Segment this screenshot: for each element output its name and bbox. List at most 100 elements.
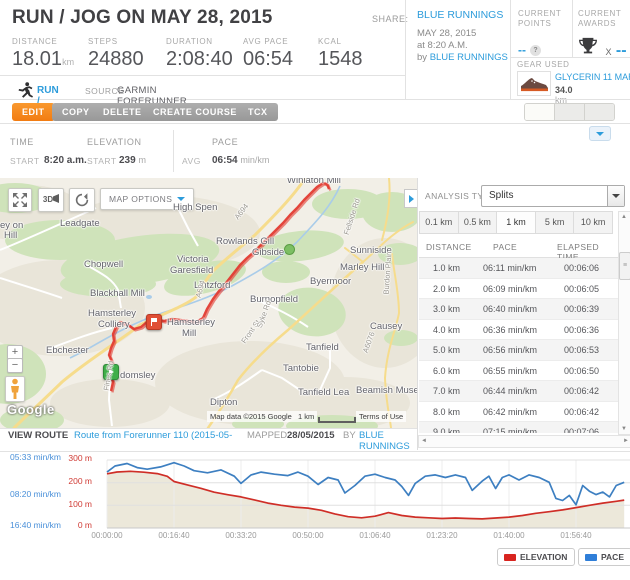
x-tick-label: 00:50:00 [292,531,324,540]
route-name-link[interactable]: Route from Forerunner 110 (2015-05- [74,430,233,441]
analysis-type-select[interactable]: Splits [481,185,625,207]
map-fullscreen-button[interactable] [8,188,32,212]
column-header: DISTANCE [426,242,472,252]
splits-table-body: 1.0 km 06:11 min/km 00:06:06 2.0 km 06:09 mi… [419,258,618,433]
pace-legend-button[interactable]: PACE [578,548,630,566]
map-label: domsley [120,370,156,381]
view-toggle-group [524,103,615,121]
delete-button[interactable]: DELETE [93,103,152,121]
elevation-header: ELEVATION [87,137,142,147]
x-tick-label: 00:33:20 [225,531,257,540]
route-line [107,181,332,393]
mapped-label: MAPPED [247,430,288,441]
elevation-start-label: START [87,156,117,166]
user-name-link[interactable]: BLUE RUNNINGS [417,9,504,21]
map-label: Hill [4,230,18,241]
stat-duration: DURATION 2:08:40 [166,37,233,71]
stat-label: DISTANCE [12,37,58,46]
edit-button[interactable]: EDIT [12,103,55,121]
view-toggle-1[interactable] [525,104,554,120]
scroll-down-icon[interactable]: ▼ [621,426,627,432]
create-course-button[interactable]: CREATE COURSE [143,103,247,121]
table-cell: 06:40 min/km [483,304,538,314]
map-label: Hamsterley [167,317,216,328]
table-cell: 06:36 min/km [483,324,538,335]
map-3d-button[interactable]: 3D [38,188,64,212]
fullscreen-icon [13,193,27,207]
view-toggle-2[interactable] [554,104,584,120]
mapped-by-label: BY [343,430,356,441]
x-tick-label: 00:16:40 [158,531,190,540]
stat-label: STEPS [88,37,118,46]
split-marker-icon[interactable] [146,314,162,330]
scroll-left-icon[interactable]: ◄ [421,438,427,444]
author-link[interactable]: BLUE RUNNINGS [429,52,508,63]
gear-name-link[interactable]: GLYCERIN 11 MAR... [555,72,630,82]
tcx-button[interactable]: TCX [238,103,278,121]
elevation-legend-button[interactable]: ELEVATION [497,548,576,566]
3d-icon: 3D [42,195,54,204]
map-options-button[interactable]: MAP OPTIONS [100,188,195,210]
runner-icon [18,82,33,103]
activity-date: MAY 28, 2015 [417,28,477,39]
splits-tab-5km[interactable]: 5 km [535,212,575,233]
map-label: ey on [0,220,24,231]
elevation-swatch-icon [504,553,516,561]
table-cell: 6.0 km [433,365,461,376]
points-label: POINTS [518,19,552,28]
horizontal-scrollbar[interactable]: ◄ ► [418,435,630,448]
awards-value: X -- [578,37,627,60]
pace-elevation-chart[interactable]: 05:33 min/km 08:20 min/km 16:40 min/km 300 … [0,452,630,548]
awards-label: AWARDS [578,19,617,28]
map-label: Leadgate [60,218,100,229]
splits-tab-10km[interactable]: 10 km [574,212,613,233]
elevation-axis-label: 100 m [68,499,92,509]
view-route-row: VIEW ROUTE Route from Forerunner 110 (20… [0,430,410,452]
map-refresh-button[interactable] [69,188,95,212]
map-canvas[interactable]: 3D MAP OPTIONS + − Google Map data ©2015… [0,178,417,428]
gear-distance: 34.0 km [555,85,573,105]
splits-tab-1km[interactable]: 1 km [497,212,536,233]
summary-collapse-button[interactable] [589,126,611,141]
table-cell: 06:09 min/km [483,283,538,294]
map-label: Gibside [252,247,285,258]
selected-analysis-type: Splits [489,190,514,201]
map-label: High Spen [173,202,218,213]
gear-used: GEAR USED GLYCERIN 11 MAR... 34.0 km [517,60,630,105]
terms-of-use-link[interactable]: Terms of Use [356,411,407,422]
stat-value: 24880 [88,48,144,70]
copy-button[interactable]: COPY [52,103,100,121]
table-cell: 7.0 km [433,386,461,396]
map-label: Marley Hill [340,262,385,273]
scroll-right-icon[interactable]: ► [623,438,629,444]
splits-tab-0.5km[interactable]: 0.5 km [458,212,498,233]
map-label: Mill [182,328,197,339]
view-toggle-3[interactable] [584,104,614,120]
mapped-by-link[interactable]: BLUE RUNNINGS [359,430,410,452]
pace-axis-label: 16:40 min/km [9,520,61,530]
zoom-out-button[interactable]: − [7,358,23,373]
panel-collapse-button[interactable] [404,189,419,208]
map-label: Sunniside [350,245,392,256]
scrollbar-thumb[interactable]: ≡ [619,252,630,280]
stat-steps: STEPS 24880 [88,37,144,71]
vertical-scrollbar[interactable]: ▲ ≡ ▼ [618,211,630,435]
elevation-start-value: 239 m [119,155,146,166]
select-arrow-icon [607,186,624,206]
help-icon[interactable]: ? [530,45,541,56]
pace-avg-label: AVG [182,156,201,166]
scroll-up-icon[interactable]: ▲ [621,214,627,220]
activity-author: by BLUE RUNNINGS [417,52,508,63]
splits-tab-0.1km[interactable]: 0.1 km [419,212,459,233]
x-tick-label: 01:23:20 [426,531,458,540]
stat-avg-pace: AVG PACE 06:54 [243,37,293,71]
pace-avg-value: 06:54 min/km [212,155,270,166]
start-marker-icon[interactable] [103,364,119,380]
map-label: Causey [370,321,403,332]
stat-value: 2:08:40 [166,48,233,70]
x-tick-label: 01:56:40 [560,531,592,540]
pegman-button[interactable] [5,376,25,402]
column-header: PACE [493,242,518,252]
pace-swatch-icon [585,553,597,561]
map-label: Tanfield Lea [298,387,350,398]
